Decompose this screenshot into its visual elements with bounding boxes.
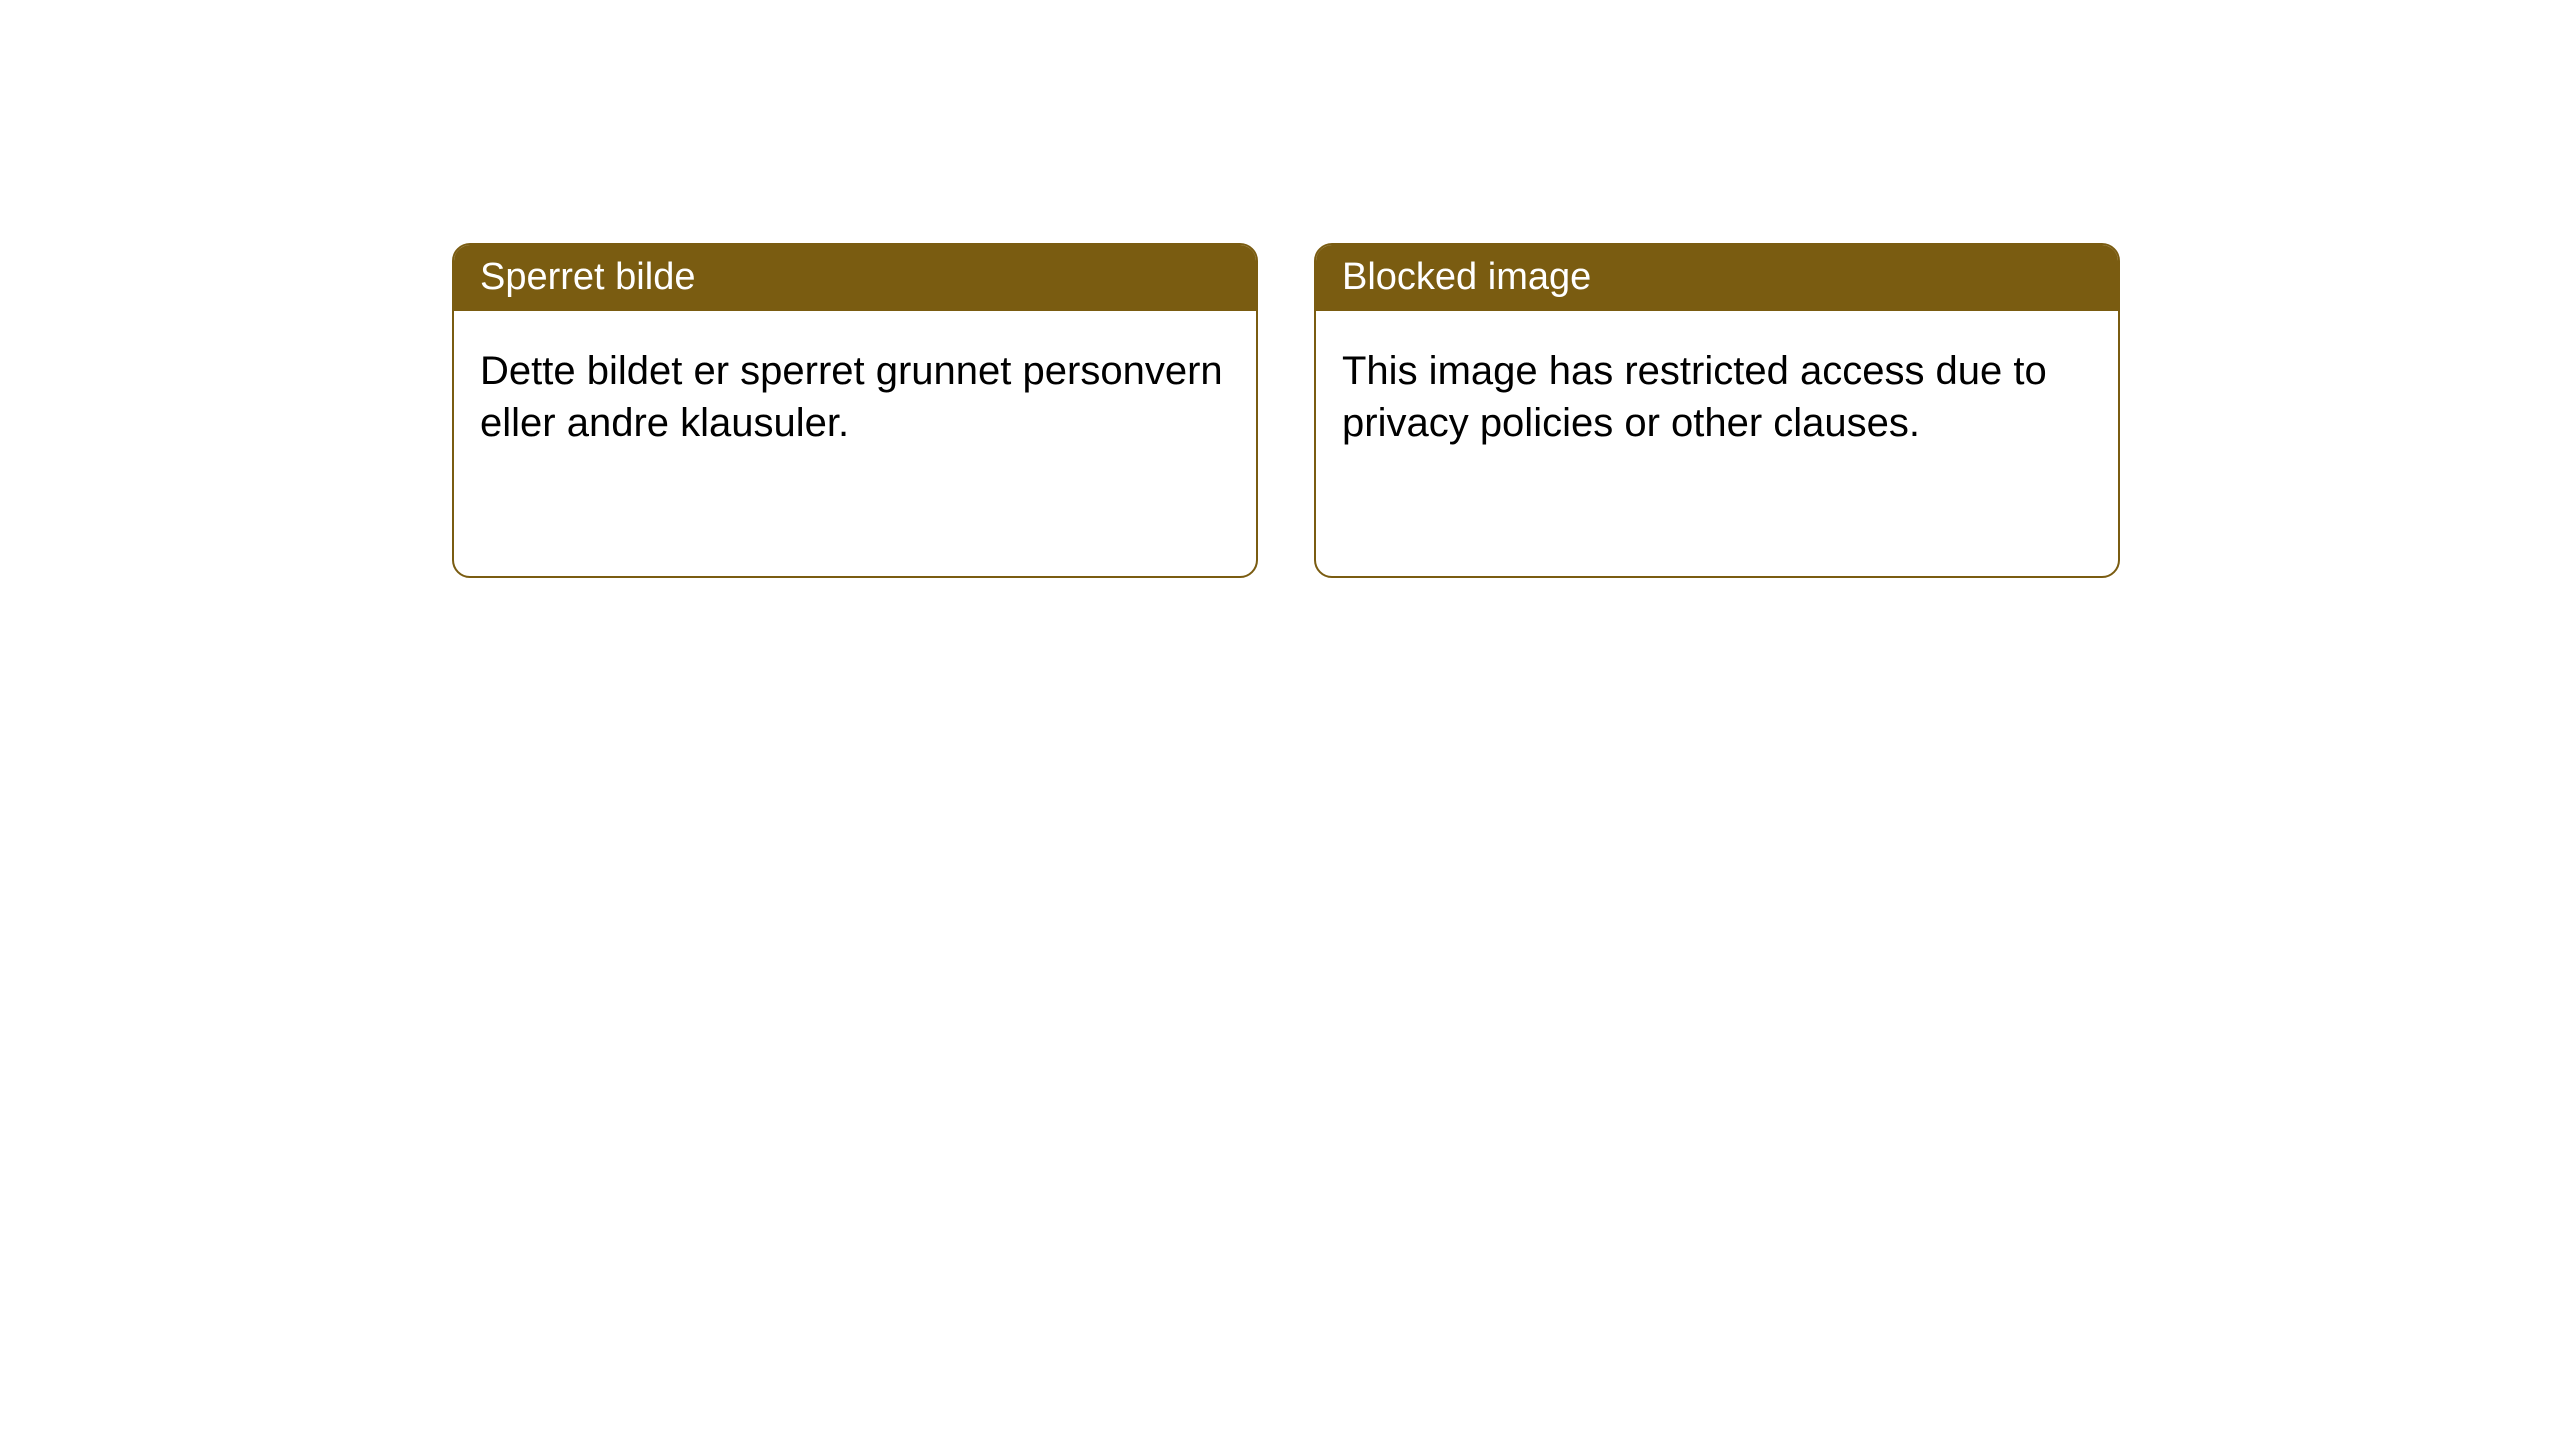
notice-body: This image has restricted access due to … — [1316, 311, 2118, 483]
notice-box-norwegian: Sperret bilde Dette bildet er sperret gr… — [452, 243, 1258, 578]
notice-box-english: Blocked image This image has restricted … — [1314, 243, 2120, 578]
notice-header: Blocked image — [1316, 245, 2118, 311]
notice-body: Dette bildet er sperret grunnet personve… — [454, 311, 1256, 483]
notice-header: Sperret bilde — [454, 245, 1256, 311]
notice-container: Sperret bilde Dette bildet er sperret gr… — [452, 243, 2120, 578]
